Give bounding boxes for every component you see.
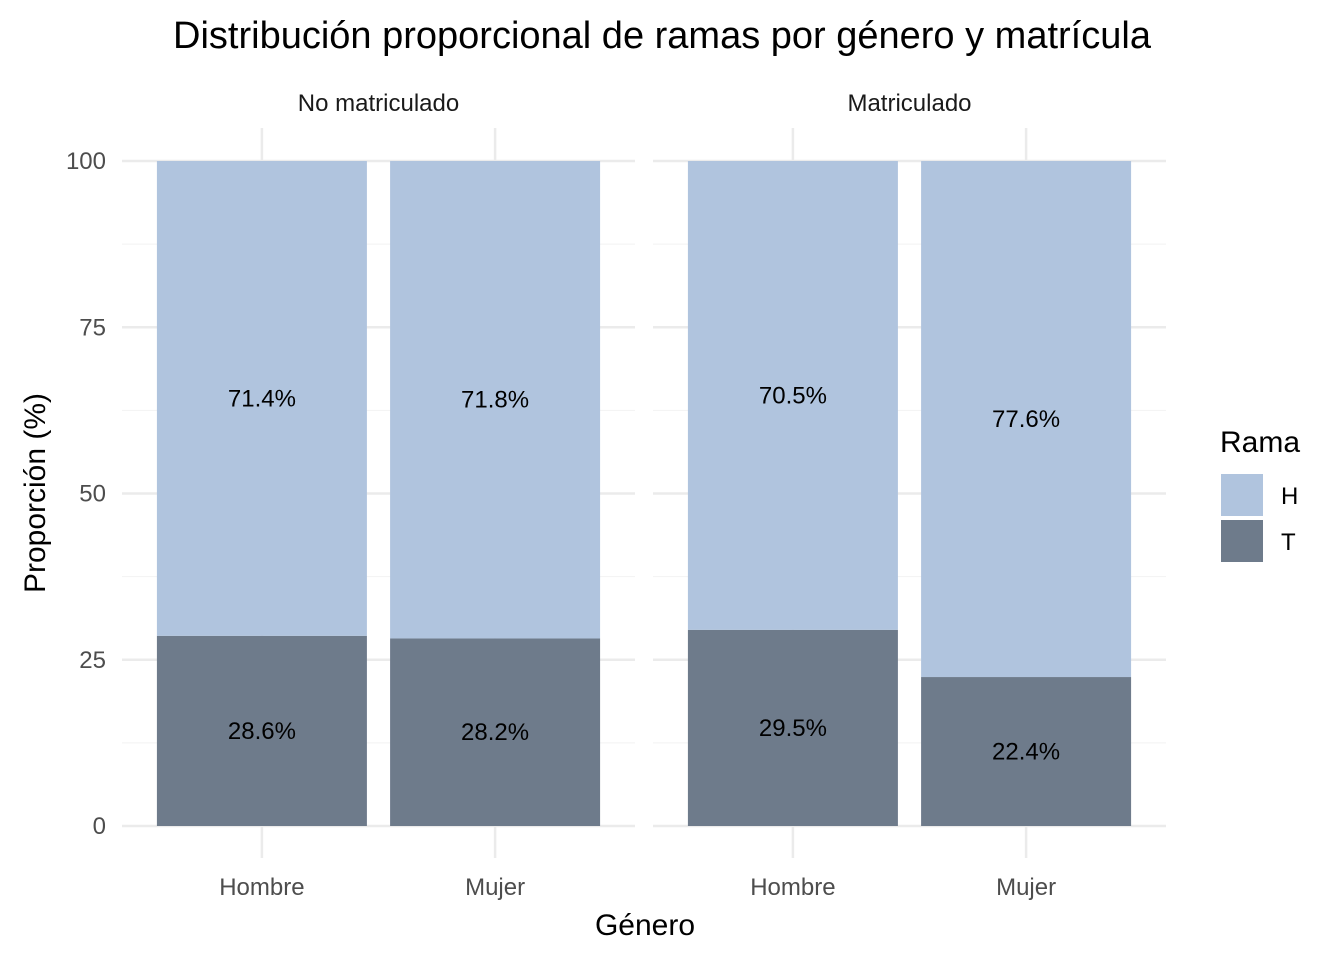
y-tick-label: 50 bbox=[79, 481, 106, 508]
x-tick-label: Mujer bbox=[465, 874, 525, 901]
y-axis-title: Proporción (%) bbox=[19, 393, 52, 593]
x-tick-label: Mujer bbox=[996, 874, 1056, 901]
y-tick-label: 100 bbox=[66, 148, 106, 175]
legend-title: Rama bbox=[1220, 426, 1300, 459]
x-tick-label: Hombre bbox=[219, 874, 304, 901]
data-label: 77.6% bbox=[992, 406, 1060, 433]
legend-key bbox=[1221, 474, 1263, 516]
x-tick-label: Hombre bbox=[750, 874, 835, 901]
facet-label: No matriculado bbox=[298, 90, 459, 117]
data-label: 29.5% bbox=[759, 715, 827, 742]
y-tick-label: 0 bbox=[93, 813, 106, 840]
data-label: 71.4% bbox=[228, 385, 296, 412]
bar-segment bbox=[156, 635, 367, 826]
y-tick-label: 25 bbox=[79, 647, 106, 674]
bar-segment bbox=[687, 161, 898, 630]
data-label: 70.5% bbox=[759, 382, 827, 409]
data-label: 71.8% bbox=[461, 387, 529, 414]
data-label: 22.4% bbox=[992, 739, 1060, 766]
legend: HT bbox=[1221, 474, 1298, 562]
y-tick-label: 75 bbox=[79, 314, 106, 341]
bar-segment bbox=[156, 161, 367, 636]
bar-segment bbox=[390, 638, 601, 826]
legend-label: T bbox=[1281, 529, 1296, 556]
legend-label: H bbox=[1281, 483, 1298, 510]
bar-segment bbox=[687, 629, 898, 826]
data-label: 28.2% bbox=[461, 719, 529, 746]
facet-label: Matriculado bbox=[847, 90, 971, 117]
legend-key bbox=[1221, 520, 1263, 562]
data-label: 28.6% bbox=[228, 718, 296, 745]
x-axis-title: Género bbox=[595, 909, 695, 942]
bar-segment bbox=[921, 161, 1132, 678]
bar-segment bbox=[921, 677, 1132, 826]
plot-area: No matriculado 28.6% 71.4% Hombre 28.2% 71.8%… bbox=[66, 90, 1166, 901]
bar-segment bbox=[390, 161, 601, 639]
chart-title: Distribución proporcional de ramas por g… bbox=[173, 15, 1152, 57]
